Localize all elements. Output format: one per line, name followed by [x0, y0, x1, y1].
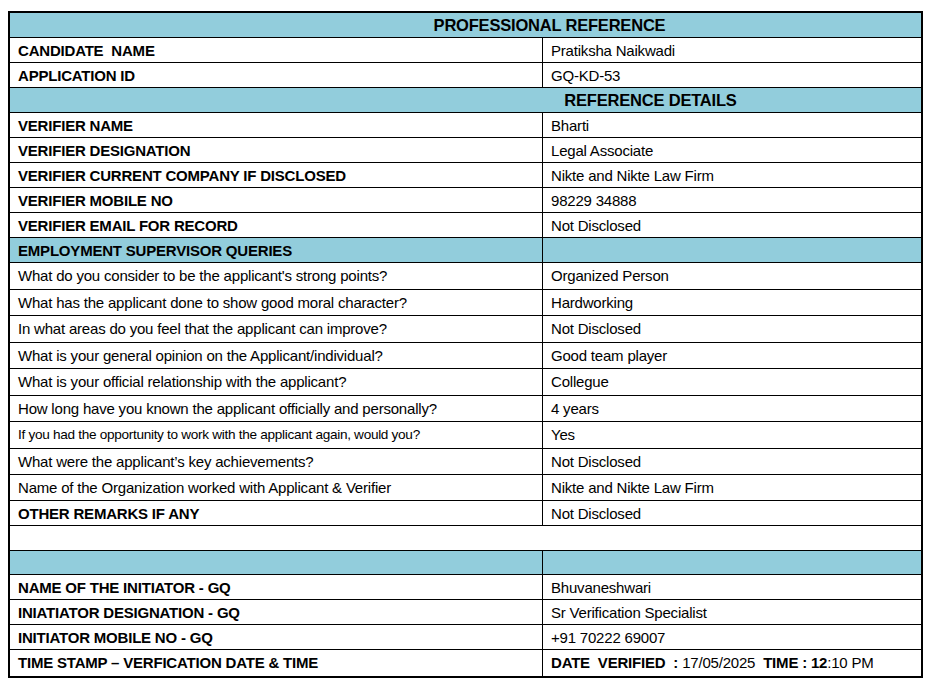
query-label: What do you consider to be the applicant… [10, 263, 543, 289]
initiator-name-value: Bhuvaneshwari [543, 575, 921, 599]
organization-value: Nikte and Nikte Law Firm [543, 475, 921, 500]
row-query-general-opinion: What is your general opinion on the Appl… [10, 343, 921, 370]
query-label: What is your general opinion on the Appl… [10, 343, 543, 369]
section-header-professional-reference: PROFESSIONAL REFERENCE [10, 13, 921, 38]
query-label: What has the applicant done to show good… [10, 290, 543, 316]
initiator-designation-value: Sr Verification Specialist [543, 600, 921, 624]
row-initiator-mobile: INITIATOR MOBILE NO - GQ +91 70222 69007 [10, 625, 921, 650]
row-application-id: APPLICATION ID GQ-KD-53 [10, 63, 921, 88]
query-value: 4 years [543, 396, 921, 422]
candidate-name-value: Pratiksha Naikwadi [543, 38, 921, 62]
organization-label: Name of the Organization worked with App… [10, 475, 543, 500]
query-label: What were the applicant’s key achievemen… [10, 449, 543, 475]
spacer-cell [10, 551, 543, 574]
verifier-company-value: Nikte and Nikte Law Firm [543, 163, 921, 187]
query-label: If you had the opportunity to work with … [10, 422, 543, 448]
other-remarks-value: Not Disclosed [543, 501, 921, 525]
verifier-mobile-value: 98229 34888 [543, 188, 921, 212]
time-rest: :10 PM [827, 654, 873, 671]
spacer-cell [543, 551, 921, 574]
query-value: Organized Person [543, 263, 921, 289]
time-label: TIME : [755, 654, 811, 671]
query-label: In what areas do you feel that the appli… [10, 316, 543, 342]
verifier-designation-value: Legal Associate [543, 138, 921, 162]
timestamp-value: DATE VERIFIED : 17/05/2025 TIME : 12:10 … [543, 650, 921, 676]
verifier-name-label: VERIFIER NAME [10, 113, 543, 137]
row-verifier-company: VERIFIER CURRENT COMPANY IF DISCLOSED Ni… [10, 163, 921, 188]
section-header-reference-details: REFERENCE DETAILS [10, 88, 921, 113]
professional-reference-form: PROFESSIONAL REFERENCE CANDIDATE NAME Pr… [8, 11, 923, 678]
row-other-remarks: OTHER REMARKS IF ANY Not Disclosed [10, 501, 921, 526]
date-verified-label: DATE VERIFIED : [551, 654, 682, 671]
row-query-improve: In what areas do you feel that the appli… [10, 316, 921, 343]
application-id-label: APPLICATION ID [10, 63, 543, 87]
query-label: How long have you known the applicant of… [10, 396, 543, 422]
query-label: What is your official relationship with … [10, 369, 543, 395]
row-organization: Name of the Organization worked with App… [10, 475, 921, 501]
row-verifier-mobile: VERIFIER MOBILE NO 98229 34888 [10, 188, 921, 213]
spacer-cell [10, 526, 921, 550]
row-candidate-name: CANDIDATE NAME Pratiksha Naikwadi [10, 38, 921, 63]
verifier-company-label: VERIFIER CURRENT COMPANY IF DISCLOSED [10, 163, 543, 187]
row-verifier-name: VERIFIER NAME Bharti [10, 113, 921, 138]
row-initiator-designation: INIATIATOR DESIGNATION - GQ Sr Verificat… [10, 600, 921, 625]
reference-details-title: REFERENCE DETAILS [564, 91, 736, 110]
application-id-value: GQ-KD-53 [543, 63, 921, 87]
section-header-cell: REFERENCE DETAILS [10, 88, 921, 112]
row-timestamp: TIME STAMP – VERFICATION DATE & TIME DAT… [10, 650, 921, 676]
verifier-email-label: VERIFIER EMAIL FOR RECORD [10, 213, 543, 237]
initiator-mobile-label: INITIATOR MOBILE NO - GQ [10, 625, 543, 649]
verifier-email-value: Not Disclosed [543, 213, 921, 237]
timestamp-label: TIME STAMP – VERFICATION DATE & TIME [10, 650, 543, 676]
initiator-name-label: NAME OF THE INITIATOR - GQ [10, 575, 543, 599]
initiator-mobile-value: +91 70222 69007 [543, 625, 921, 649]
date-verified-value: 17/05/2025 [682, 654, 755, 671]
query-value: Not Disclosed [543, 449, 921, 475]
section-header-cell: PROFESSIONAL REFERENCE [10, 13, 921, 37]
row-verifier-designation: VERIFIER DESIGNATION Legal Associate [10, 138, 921, 163]
other-remarks-label: OTHER REMARKS IF ANY [10, 501, 543, 525]
section-header-supervisor-queries: EMPLOYMENT SUPERVISOR QUERIES [10, 238, 921, 263]
verifier-mobile-label: VERIFIER MOBILE NO [10, 188, 543, 212]
query-value: Yes [543, 422, 921, 448]
verifier-designation-label: VERIFIER DESIGNATION [10, 138, 543, 162]
query-value: Good team player [543, 343, 921, 369]
row-initiator-name: NAME OF THE INITIATOR - GQ Bhuvaneshwari [10, 575, 921, 600]
row-query-strong-points: What do you consider to be the applicant… [10, 263, 921, 290]
professional-reference-title: PROFESSIONAL REFERENCE [434, 16, 666, 35]
row-verifier-email: VERIFIER EMAIL FOR RECORD Not Disclosed [10, 213, 921, 238]
row-query-moral-character: What has the applicant done to show good… [10, 290, 921, 317]
candidate-name-label: CANDIDATE NAME [10, 38, 543, 62]
row-query-achievements: What were the applicant’s key achievemen… [10, 449, 921, 476]
query-value: Hardworking [543, 290, 921, 316]
spacer-row-blue [10, 551, 921, 575]
row-query-work-again: If you had the opportunity to work with … [10, 422, 921, 449]
verifier-name-value: Bharti [543, 113, 921, 137]
row-query-relationship: What is your official relationship with … [10, 369, 921, 396]
query-value: Not Disclosed [543, 316, 921, 342]
row-query-known-duration: How long have you known the applicant of… [10, 396, 921, 423]
supervisor-queries-title: EMPLOYMENT SUPERVISOR QUERIES [10, 238, 543, 262]
time-hour: 12 [811, 654, 827, 671]
initiator-designation-label: INIATIATOR DESIGNATION - GQ [10, 600, 543, 624]
query-value: Collegue [543, 369, 921, 395]
spacer-row-white [10, 526, 921, 551]
supervisor-queries-empty-cell [543, 238, 921, 262]
